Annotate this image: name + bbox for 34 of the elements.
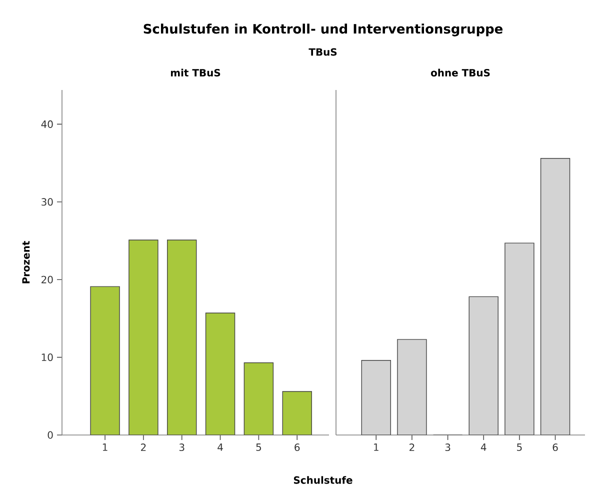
bar xyxy=(90,286,120,435)
text: TBuS xyxy=(308,48,337,56)
bar xyxy=(397,339,427,435)
x-tick-label: 1 xyxy=(102,444,108,451)
x-axis-title: Schulstufe xyxy=(294,476,352,484)
x-tick-label: 5 xyxy=(256,444,261,451)
bar xyxy=(128,240,158,435)
x-tick-label: 3 xyxy=(445,444,450,452)
y-tick-label: 0 xyxy=(48,431,53,439)
y-tick-label: 10 xyxy=(42,354,53,362)
y-tick-label: 30 xyxy=(42,198,53,206)
y-tick-label: 40 xyxy=(41,120,53,128)
bar xyxy=(540,158,570,435)
bar xyxy=(282,391,312,435)
x-tick-label: 4 xyxy=(480,444,486,451)
bar xyxy=(361,360,391,435)
x-tick-label: 6 xyxy=(294,444,300,452)
x-tick-label: 6 xyxy=(552,444,558,452)
y-tick-label: 20 xyxy=(42,276,53,284)
chart-title: mit TBuS xyxy=(170,68,220,76)
bar xyxy=(167,240,197,435)
x-tick-label: 1 xyxy=(374,444,378,451)
chart-title: ohne TBuS xyxy=(430,68,490,76)
bar xyxy=(504,242,534,435)
y-axis-title: Prozent xyxy=(22,241,30,284)
x-tick-label: 5 xyxy=(517,444,522,451)
x-tick-label: 2 xyxy=(410,444,414,451)
text: Schulstufen in Kontroll- und Interventionsgruppe xyxy=(144,24,502,36)
x-tick-label: 3 xyxy=(179,444,184,452)
bar xyxy=(468,296,498,435)
x-tick-label: 4 xyxy=(218,444,223,451)
bar xyxy=(205,312,236,435)
bar xyxy=(244,362,274,435)
x-tick-label: 2 xyxy=(141,444,146,451)
